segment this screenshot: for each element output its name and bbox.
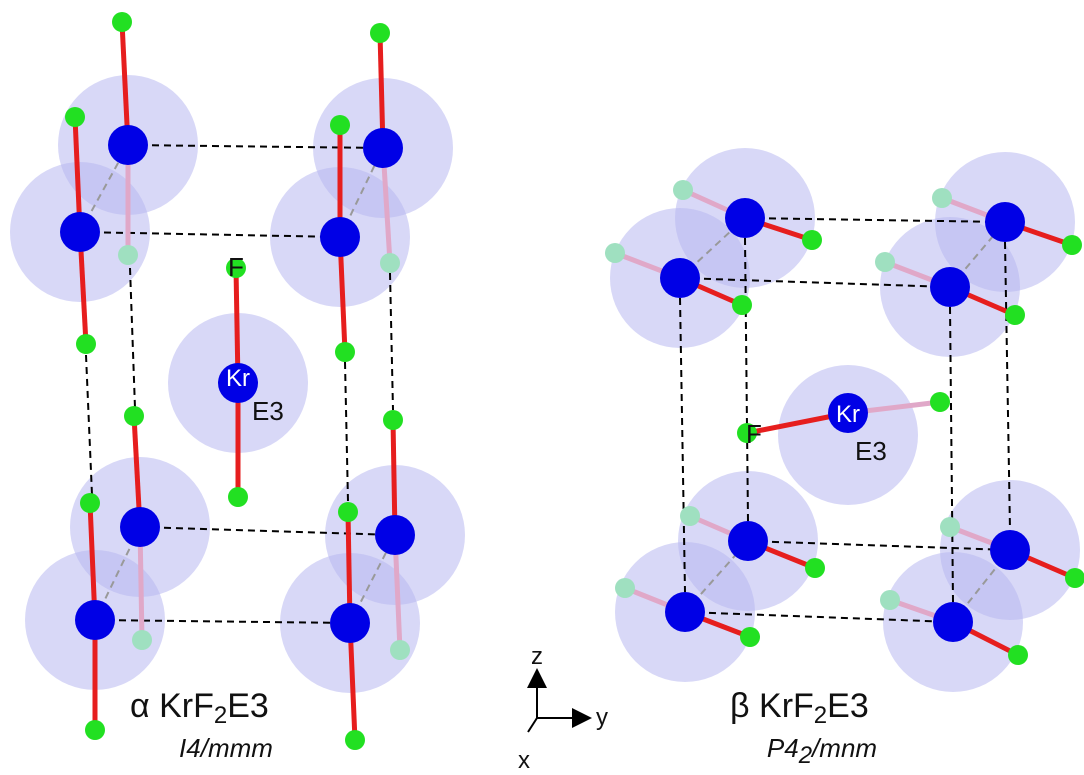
kr-label: Kr bbox=[836, 401, 860, 428]
f-atom bbox=[615, 578, 635, 598]
f-atom bbox=[380, 253, 400, 273]
f-atom bbox=[118, 245, 138, 265]
kr-atom bbox=[725, 198, 765, 238]
kr-atom bbox=[60, 212, 100, 252]
kr-atom bbox=[75, 600, 115, 640]
lone-pair-halo bbox=[778, 365, 918, 505]
f-atom bbox=[390, 640, 410, 660]
cell-edge bbox=[345, 362, 348, 502]
f-atom bbox=[124, 406, 144, 426]
f-atom bbox=[65, 107, 85, 127]
space-group: I4/mmm bbox=[179, 733, 273, 763]
y-label: y bbox=[596, 704, 608, 731]
greek: β bbox=[730, 687, 750, 725]
kr-atom bbox=[108, 125, 148, 165]
e3-label: E3 bbox=[252, 396, 284, 426]
cell-edge bbox=[130, 268, 135, 408]
e3-label: E3 bbox=[855, 436, 887, 466]
space-group: P42/mnm bbox=[767, 733, 877, 769]
kr-atom bbox=[728, 521, 768, 561]
kr-atom bbox=[330, 603, 370, 643]
kr-atom bbox=[930, 267, 970, 307]
f-atom bbox=[345, 730, 365, 750]
f-atom bbox=[880, 590, 900, 610]
f-atom bbox=[330, 115, 350, 135]
space-group-part: /mnm bbox=[810, 733, 877, 763]
kr-atom bbox=[320, 217, 360, 257]
f-atom bbox=[805, 558, 825, 578]
f-atom bbox=[335, 342, 355, 362]
space-group-part: I4/mmm bbox=[179, 733, 273, 763]
f-atom bbox=[383, 410, 403, 430]
f-atom bbox=[132, 630, 152, 650]
kr-atom bbox=[120, 507, 160, 547]
kr-atom bbox=[363, 128, 403, 168]
f-atom bbox=[1005, 305, 1025, 325]
formula-sub: 2 bbox=[814, 702, 827, 729]
f-atom bbox=[932, 188, 952, 208]
formula: KrF bbox=[759, 687, 814, 725]
f-atom bbox=[1062, 235, 1082, 255]
x-label: x bbox=[518, 747, 530, 774]
f-atom bbox=[940, 517, 960, 537]
f-atom bbox=[228, 487, 248, 507]
z-label: z bbox=[531, 643, 543, 670]
alpha-title: α KrF2E3 bbox=[130, 687, 269, 729]
formula-sub: 2 bbox=[214, 702, 227, 729]
kr-atom bbox=[933, 602, 973, 642]
f-atom bbox=[930, 392, 950, 412]
cell-edge bbox=[86, 355, 92, 495]
crystal-diagram: F Kr E3 α KrF2E3 I4/mmm F Kr E3 β KrF2E3… bbox=[0, 0, 1084, 775]
f-atom bbox=[85, 720, 105, 740]
space-group-part: P4 bbox=[767, 733, 799, 763]
page: {"alpha": {"labels": {"fluorine": "F", "… bbox=[0, 0, 1084, 775]
f-atom bbox=[802, 230, 822, 250]
formula: E3 bbox=[827, 687, 869, 725]
f-atom bbox=[740, 627, 760, 647]
f-atom bbox=[76, 334, 96, 354]
kr-atom bbox=[660, 258, 700, 298]
kr-atom bbox=[985, 202, 1025, 242]
formula: KrF bbox=[159, 687, 214, 725]
f-atom bbox=[875, 252, 895, 272]
f-atom bbox=[80, 493, 100, 513]
kr-atom bbox=[665, 592, 705, 632]
greek: α bbox=[130, 687, 150, 725]
formula: E3 bbox=[227, 687, 269, 725]
kr-label: Kr bbox=[226, 365, 250, 392]
f-atom bbox=[370, 23, 390, 43]
f-label: F bbox=[746, 419, 762, 449]
kr-atom bbox=[990, 530, 1030, 570]
space-group-part: 2 bbox=[798, 742, 812, 769]
f-atom bbox=[605, 243, 625, 263]
f-atom bbox=[338, 502, 358, 522]
cell-edge bbox=[390, 273, 393, 410]
f-label: F bbox=[228, 252, 244, 282]
f-atom bbox=[1008, 645, 1028, 665]
beta-title: β KrF2E3 bbox=[730, 687, 869, 729]
x-axis bbox=[528, 718, 537, 732]
f-atom bbox=[673, 180, 693, 200]
f-atom bbox=[680, 506, 700, 526]
kr-atom bbox=[375, 515, 415, 555]
f-atom bbox=[732, 295, 752, 315]
f-atom bbox=[112, 12, 132, 32]
